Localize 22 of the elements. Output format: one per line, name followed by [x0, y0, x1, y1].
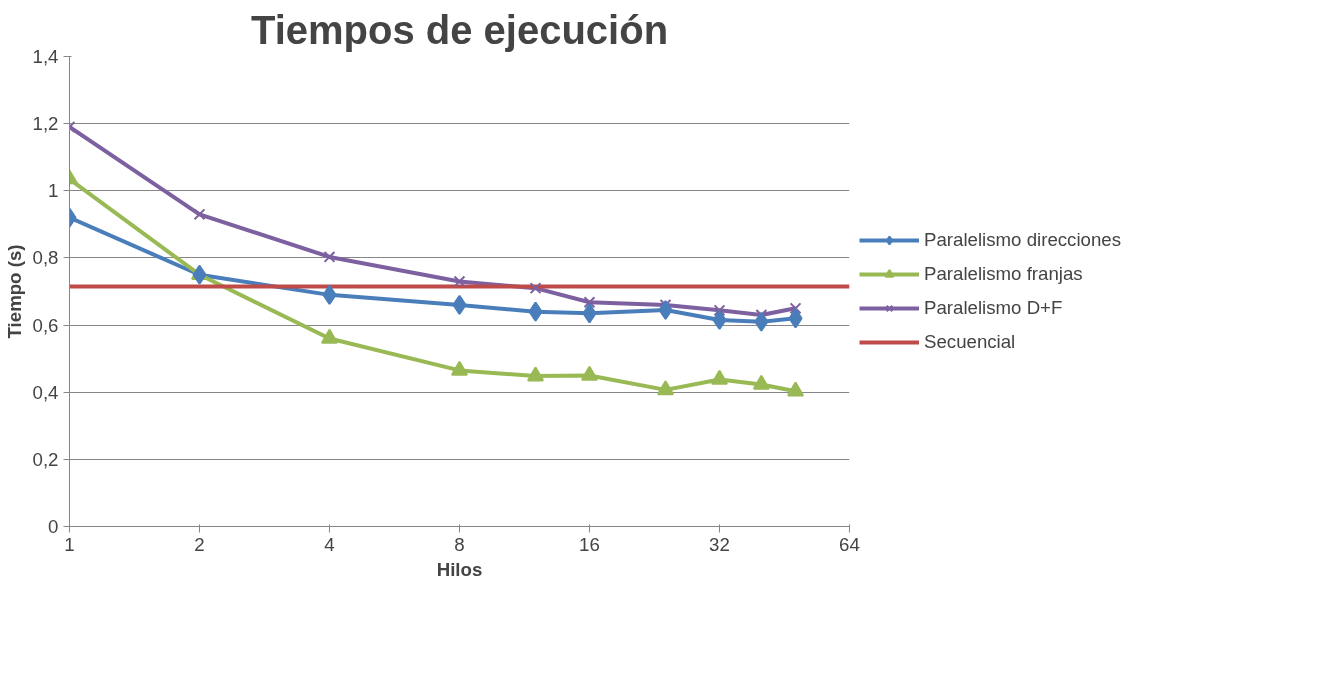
- chart-title: Tiempos de ejecución: [250, 7, 669, 52]
- x-tick-label: 8: [454, 533, 465, 555]
- legend-label: Secuencial: [924, 331, 1016, 353]
- x-tick-label: 4: [324, 533, 335, 555]
- x-tick-label: 2: [194, 533, 205, 555]
- legend-label: Paralelismo direcciones: [924, 229, 1122, 251]
- x-tick-label: 1: [64, 533, 75, 555]
- y-tick-label: 1,2: [32, 113, 59, 135]
- y-tick-label: 1: [48, 180, 59, 202]
- y-axis-title: Tiempo (s): [3, 244, 25, 339]
- y-tick-label: 0,2: [32, 448, 59, 470]
- legend-label: Paralelismo franjas: [924, 263, 1083, 285]
- y-tick-label: 0: [48, 516, 59, 537]
- x-tick-label: 32: [709, 533, 730, 555]
- legend-label: Paralelismo D+F: [924, 297, 1063, 319]
- y-tick-label: 1,4: [32, 46, 59, 67]
- x-axis-title: Hilos: [436, 558, 483, 580]
- x-tick-label: 64: [839, 533, 860, 555]
- y-tick-label: 0,8: [32, 247, 59, 269]
- y-tick-label: 0,4: [32, 381, 59, 403]
- y-tick-label: 0,6: [32, 314, 59, 336]
- x-tick-label: 16: [579, 533, 600, 555]
